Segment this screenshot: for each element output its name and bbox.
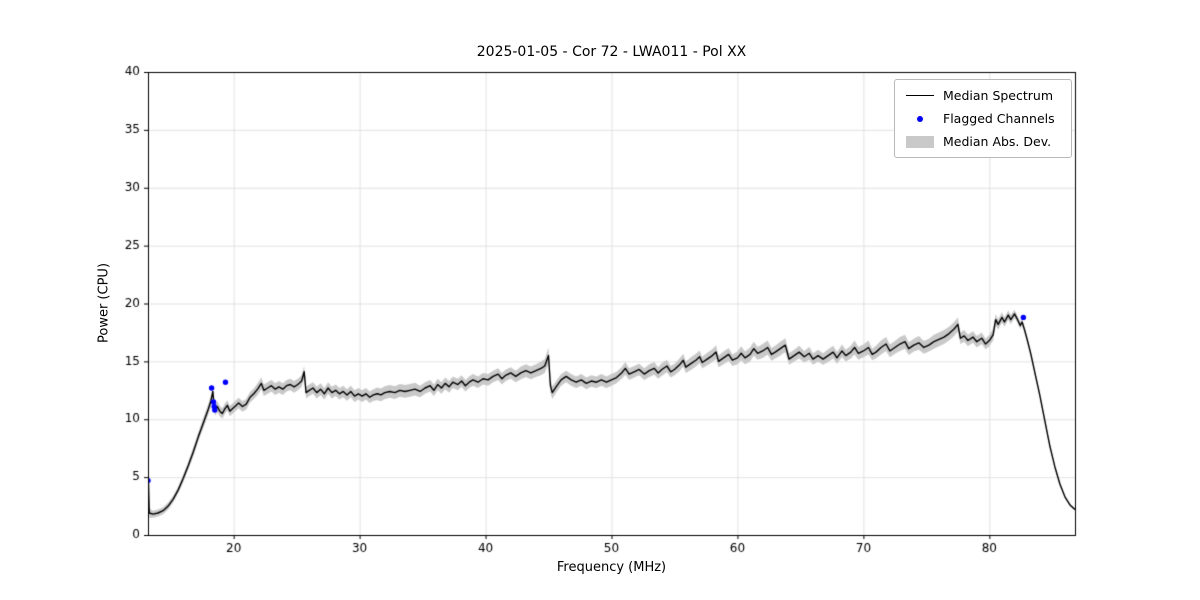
- legend: Median Spectrum Flagged Channels Median …: [894, 79, 1072, 158]
- legend-band-icon: [905, 135, 935, 148]
- legend-line-icon: [905, 95, 935, 96]
- legend-label: Median Spectrum: [943, 88, 1054, 103]
- legend-dot-icon: [905, 115, 935, 122]
- y-axis-label: Power (CPU): [96, 262, 112, 344]
- legend-entry-median-abs-dev: Median Abs. Dev.: [905, 133, 1061, 150]
- legend-label: Median Abs. Dev.: [943, 134, 1052, 149]
- legend-entry-flagged-channels: Flagged Channels: [905, 110, 1061, 127]
- chart-title: 2025-01-05 - Cor 72 - LWA011 - Pol XX: [476, 44, 747, 60]
- legend-entry-median-spectrum: Median Spectrum: [905, 87, 1061, 104]
- x-axis-label: Frequency (MHz): [556, 560, 667, 575]
- legend-label: Flagged Channels: [943, 111, 1055, 126]
